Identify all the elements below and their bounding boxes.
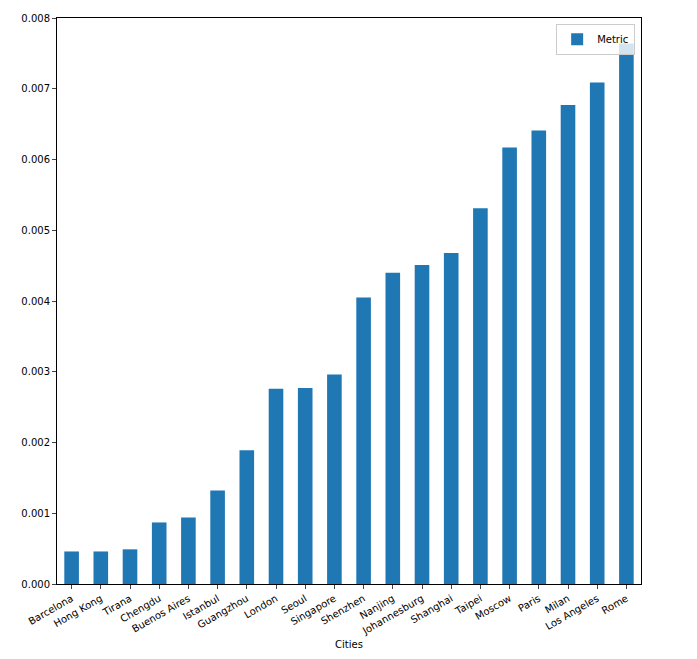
- svg-text:Shenzhen: Shenzhen: [319, 593, 367, 627]
- svg-text:0.001: 0.001: [21, 508, 50, 519]
- svg-text:Paris: Paris: [516, 593, 542, 614]
- svg-text:Buenos Aires: Buenos Aires: [130, 593, 192, 635]
- svg-text:Los Angeles: Los Angeles: [543, 593, 600, 632]
- svg-text:0.000: 0.000: [21, 579, 50, 590]
- svg-text:0.005: 0.005: [21, 225, 50, 236]
- svg-text:Taipei: Taipei: [453, 593, 484, 617]
- svg-text:0.003: 0.003: [21, 366, 50, 377]
- svg-text:Rome: Rome: [600, 593, 630, 617]
- svg-text:Guangzhou: Guangzhou: [195, 593, 250, 631]
- svg-text:Johannesburg: Johannesburg: [360, 593, 426, 637]
- svg-text:0.008: 0.008: [21, 13, 50, 24]
- svg-text:Tirana: Tirana: [100, 593, 133, 619]
- svg-text:Nanjing: Nanjing: [358, 593, 397, 622]
- svg-text:Cities: Cities: [335, 639, 363, 650]
- svg-text:Chengdu: Chengdu: [118, 593, 162, 625]
- svg-text:Hong Kong: Hong Kong: [52, 593, 105, 630]
- svg-text:Seoul: Seoul: [279, 593, 309, 616]
- svg-text:Moscow: Moscow: [473, 593, 513, 622]
- svg-text:Istanbul: Istanbul: [181, 593, 221, 623]
- svg-text:0.007: 0.007: [21, 83, 50, 94]
- svg-text:Shanghai: Shanghai: [409, 593, 455, 626]
- svg-text:Singapore: Singapore: [289, 593, 338, 628]
- svg-text:0.006: 0.006: [21, 154, 50, 165]
- svg-text:London: London: [242, 593, 279, 621]
- svg-text:Milan: Milan: [543, 593, 572, 616]
- svg-text:Metric: Metric: [597, 34, 628, 45]
- svg-text:0.004: 0.004: [21, 296, 50, 307]
- svg-text:Barcelona: Barcelona: [26, 593, 75, 627]
- svg-text:0.002: 0.002: [21, 437, 50, 448]
